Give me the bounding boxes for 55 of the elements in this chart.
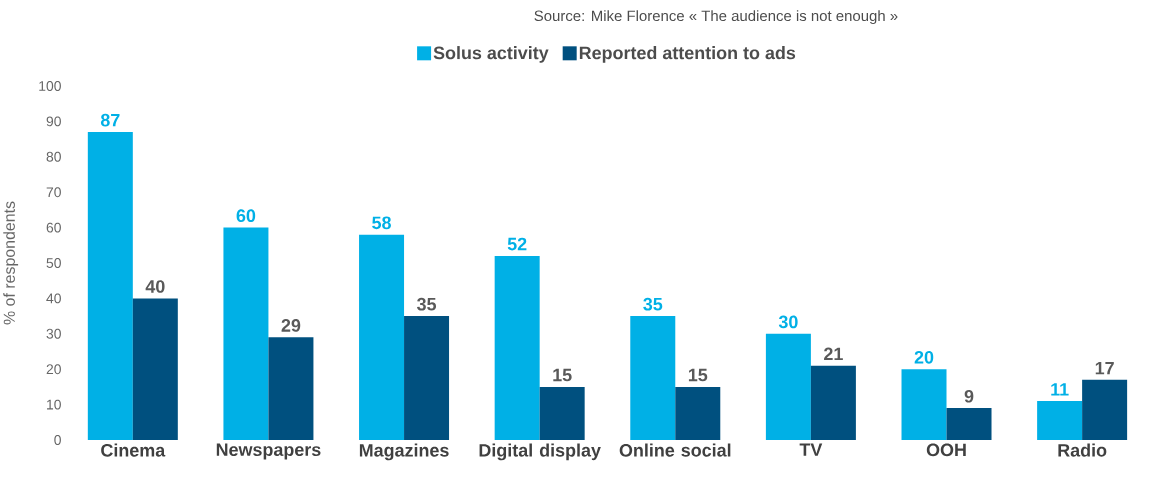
bar (765, 333, 811, 440)
data-label: 21 (824, 347, 843, 361)
data-label: 40 (145, 280, 165, 293)
bar (359, 234, 405, 440)
data-label: 58 (372, 216, 391, 230)
data-label: 15 (688, 368, 708, 382)
y-tick-label: 100 (39, 81, 61, 91)
y-tick-label: 50 (46, 258, 61, 268)
bar (132, 298, 178, 440)
x-tick-label: Newspapers (216, 443, 321, 460)
bar (404, 316, 450, 440)
y-tick-label: 80 (46, 151, 61, 162)
x-tick-label: Cinema (101, 443, 166, 457)
y-tick-label: 40 (46, 293, 61, 304)
y-tick-label: 90 (46, 116, 61, 127)
bar (1082, 379, 1128, 440)
x-tick-label: Radio (1058, 443, 1107, 457)
legend-label: Reported attention to ads (579, 46, 796, 63)
data-label: 29 (281, 319, 301, 332)
data-label: 52 (507, 237, 527, 251)
data-label: 35 (643, 297, 663, 311)
x-tick-label: Magazines (359, 443, 449, 461)
bar (901, 369, 947, 440)
bar (268, 337, 314, 440)
data-label: 87 (100, 113, 120, 127)
bar (539, 386, 585, 440)
y-tick-label: 60 (46, 222, 61, 233)
bar (810, 365, 856, 440)
data-label: 9 (964, 389, 974, 403)
data-label: 17 (1095, 361, 1114, 375)
y-tick-label: 0 (54, 435, 61, 445)
bar (946, 408, 992, 440)
y-tick-label: 30 (46, 328, 61, 339)
y-tick-label: 20 (46, 364, 61, 375)
x-tick-label: OOH (926, 443, 966, 457)
data-label: 15 (553, 368, 572, 382)
bar (675, 386, 721, 440)
y-tick-label: 10 (47, 399, 61, 410)
data-label: 60 (236, 209, 256, 223)
data-label: 30 (778, 315, 798, 329)
source-note: Source: Mike Florence « The audience is not enough » (534, 10, 898, 25)
y-tick-label: 70 (46, 187, 61, 198)
data-label: 35 (416, 297, 437, 311)
y-axis-title: % of respondents (3, 201, 19, 325)
legend-label: Solus activity (433, 46, 549, 63)
bar (223, 227, 269, 440)
x-tick-label: Digital display (479, 443, 601, 461)
bar (87, 132, 133, 440)
x-tick-label: Online social (619, 443, 731, 457)
data-label: 20 (914, 350, 934, 364)
bar (630, 316, 676, 440)
x-tick-label: TV (799, 443, 823, 456)
data-label: 11 (1051, 383, 1069, 396)
bar (1037, 401, 1083, 440)
bar (494, 255, 540, 440)
